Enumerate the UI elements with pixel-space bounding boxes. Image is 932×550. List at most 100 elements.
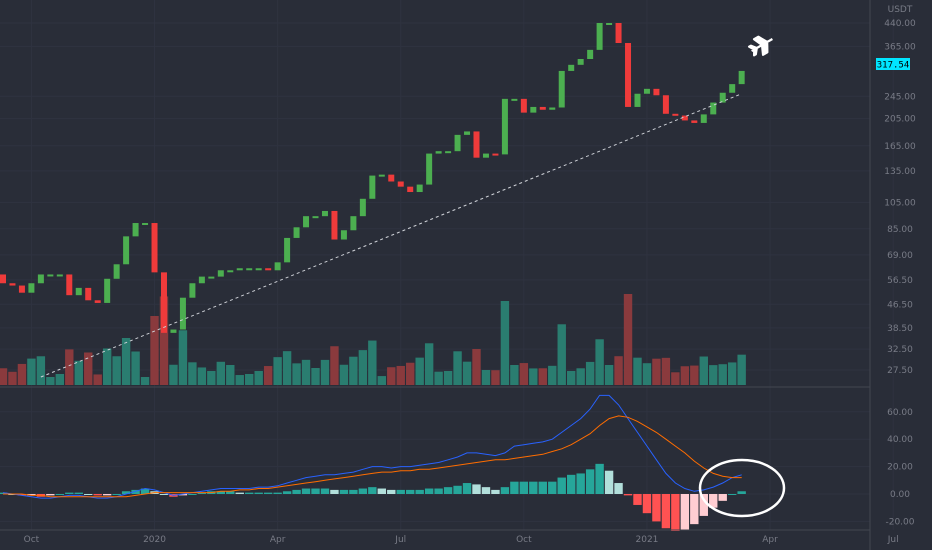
volume-bar bbox=[178, 330, 188, 385]
candle bbox=[9, 283, 16, 286]
volume-bar bbox=[595, 339, 604, 385]
candle bbox=[397, 181, 404, 187]
histogram-bar bbox=[282, 491, 292, 494]
time-tick-label: Apr bbox=[762, 535, 778, 545]
volume-bar bbox=[462, 361, 472, 385]
price-tick-label: 69.00 bbox=[887, 251, 913, 261]
volume-bar bbox=[585, 361, 595, 385]
volume-bar bbox=[604, 365, 614, 385]
candle bbox=[94, 300, 101, 303]
histogram-bar bbox=[443, 487, 453, 494]
candle bbox=[407, 186, 414, 193]
histogram-bar bbox=[491, 489, 500, 494]
candle bbox=[681, 115, 688, 121]
time-tick-label: 2020 bbox=[143, 535, 166, 545]
volume-bar bbox=[36, 356, 46, 385]
currency-label: USDT bbox=[888, 5, 913, 15]
histogram-bar bbox=[567, 474, 576, 494]
histogram-bar bbox=[538, 481, 547, 494]
histogram-bar bbox=[358, 488, 368, 494]
price-tick-label: 32.50 bbox=[887, 345, 913, 355]
candle bbox=[340, 230, 347, 240]
candle bbox=[189, 283, 196, 298]
candle bbox=[473, 131, 480, 158]
volume-bar bbox=[226, 365, 235, 385]
histogram-bar bbox=[197, 492, 207, 494]
candle bbox=[549, 107, 556, 110]
volume-bar bbox=[140, 377, 150, 385]
volume-bar bbox=[197, 367, 207, 385]
histogram-bar bbox=[680, 494, 690, 530]
candle bbox=[274, 262, 281, 271]
candle bbox=[246, 268, 253, 271]
histogram-bar bbox=[604, 470, 614, 494]
histogram-bar bbox=[727, 494, 737, 495]
volume-bar bbox=[254, 371, 263, 385]
histogram-bar bbox=[699, 494, 708, 516]
histogram-bar bbox=[226, 491, 235, 494]
volume-bar bbox=[235, 375, 244, 385]
candle bbox=[208, 276, 215, 279]
candle bbox=[710, 102, 717, 115]
histogram-bar bbox=[46, 494, 55, 496]
histogram-bar bbox=[690, 494, 699, 525]
candle bbox=[435, 151, 442, 154]
volume-bar bbox=[245, 374, 254, 385]
candle bbox=[123, 236, 130, 265]
candle bbox=[132, 223, 139, 237]
volume-bar bbox=[0, 368, 8, 385]
price-axis-labels: 440.00 365.00 245.00 205.00 165.00 135.00 105.… bbox=[884, 19, 916, 376]
histogram-bar bbox=[159, 494, 169, 495]
volume-bar bbox=[406, 362, 415, 385]
price-tick-label: 46.50 bbox=[887, 300, 913, 310]
macd-tick-label: 60.00 bbox=[887, 408, 913, 418]
histogram-bar bbox=[112, 494, 121, 495]
candle bbox=[539, 106, 546, 110]
histogram-bar bbox=[585, 469, 595, 494]
volume-bars bbox=[0, 294, 746, 385]
time-tick-label: Oct bbox=[24, 535, 40, 545]
candle bbox=[596, 23, 603, 50]
price-tick-label: 205.00 bbox=[884, 115, 916, 125]
histogram-bar bbox=[131, 489, 140, 494]
candle bbox=[170, 329, 177, 333]
price-tick-label: 365.00 bbox=[884, 42, 916, 52]
candle bbox=[530, 106, 537, 113]
volume-bar bbox=[396, 365, 405, 385]
candle bbox=[293, 227, 300, 238]
volume-bar bbox=[46, 377, 55, 385]
volume-bar bbox=[415, 357, 424, 385]
volume-bar bbox=[188, 362, 197, 385]
histogram-bar bbox=[377, 488, 386, 494]
candle bbox=[388, 174, 395, 182]
candle bbox=[719, 92, 726, 103]
volume-bar bbox=[623, 294, 633, 385]
candle bbox=[151, 223, 158, 273]
volume-bar bbox=[661, 357, 671, 385]
histogram-bar bbox=[93, 494, 102, 496]
time-tick-label: 2021 bbox=[636, 535, 659, 545]
volume-bar bbox=[8, 371, 17, 385]
candle bbox=[587, 49, 594, 60]
candle bbox=[445, 151, 452, 154]
candle bbox=[217, 270, 224, 277]
candle bbox=[331, 210, 338, 240]
candle bbox=[198, 276, 205, 284]
candle bbox=[634, 93, 641, 107]
volume-bar bbox=[510, 365, 519, 385]
candle bbox=[662, 95, 669, 114]
histogram-bar bbox=[671, 494, 680, 531]
candle bbox=[85, 287, 92, 301]
candle bbox=[66, 274, 73, 296]
volume-bar bbox=[84, 352, 93, 385]
volume-bar bbox=[472, 349, 481, 385]
candle bbox=[104, 278, 111, 303]
candle bbox=[729, 84, 736, 93]
time-tick-label: Jul bbox=[887, 535, 899, 545]
histogram-bar bbox=[529, 481, 538, 494]
volume-bar bbox=[311, 368, 320, 385]
histogram-bar bbox=[0, 492, 8, 494]
volume-bar bbox=[671, 372, 680, 385]
price-tick-label: 38.50 bbox=[887, 324, 913, 334]
